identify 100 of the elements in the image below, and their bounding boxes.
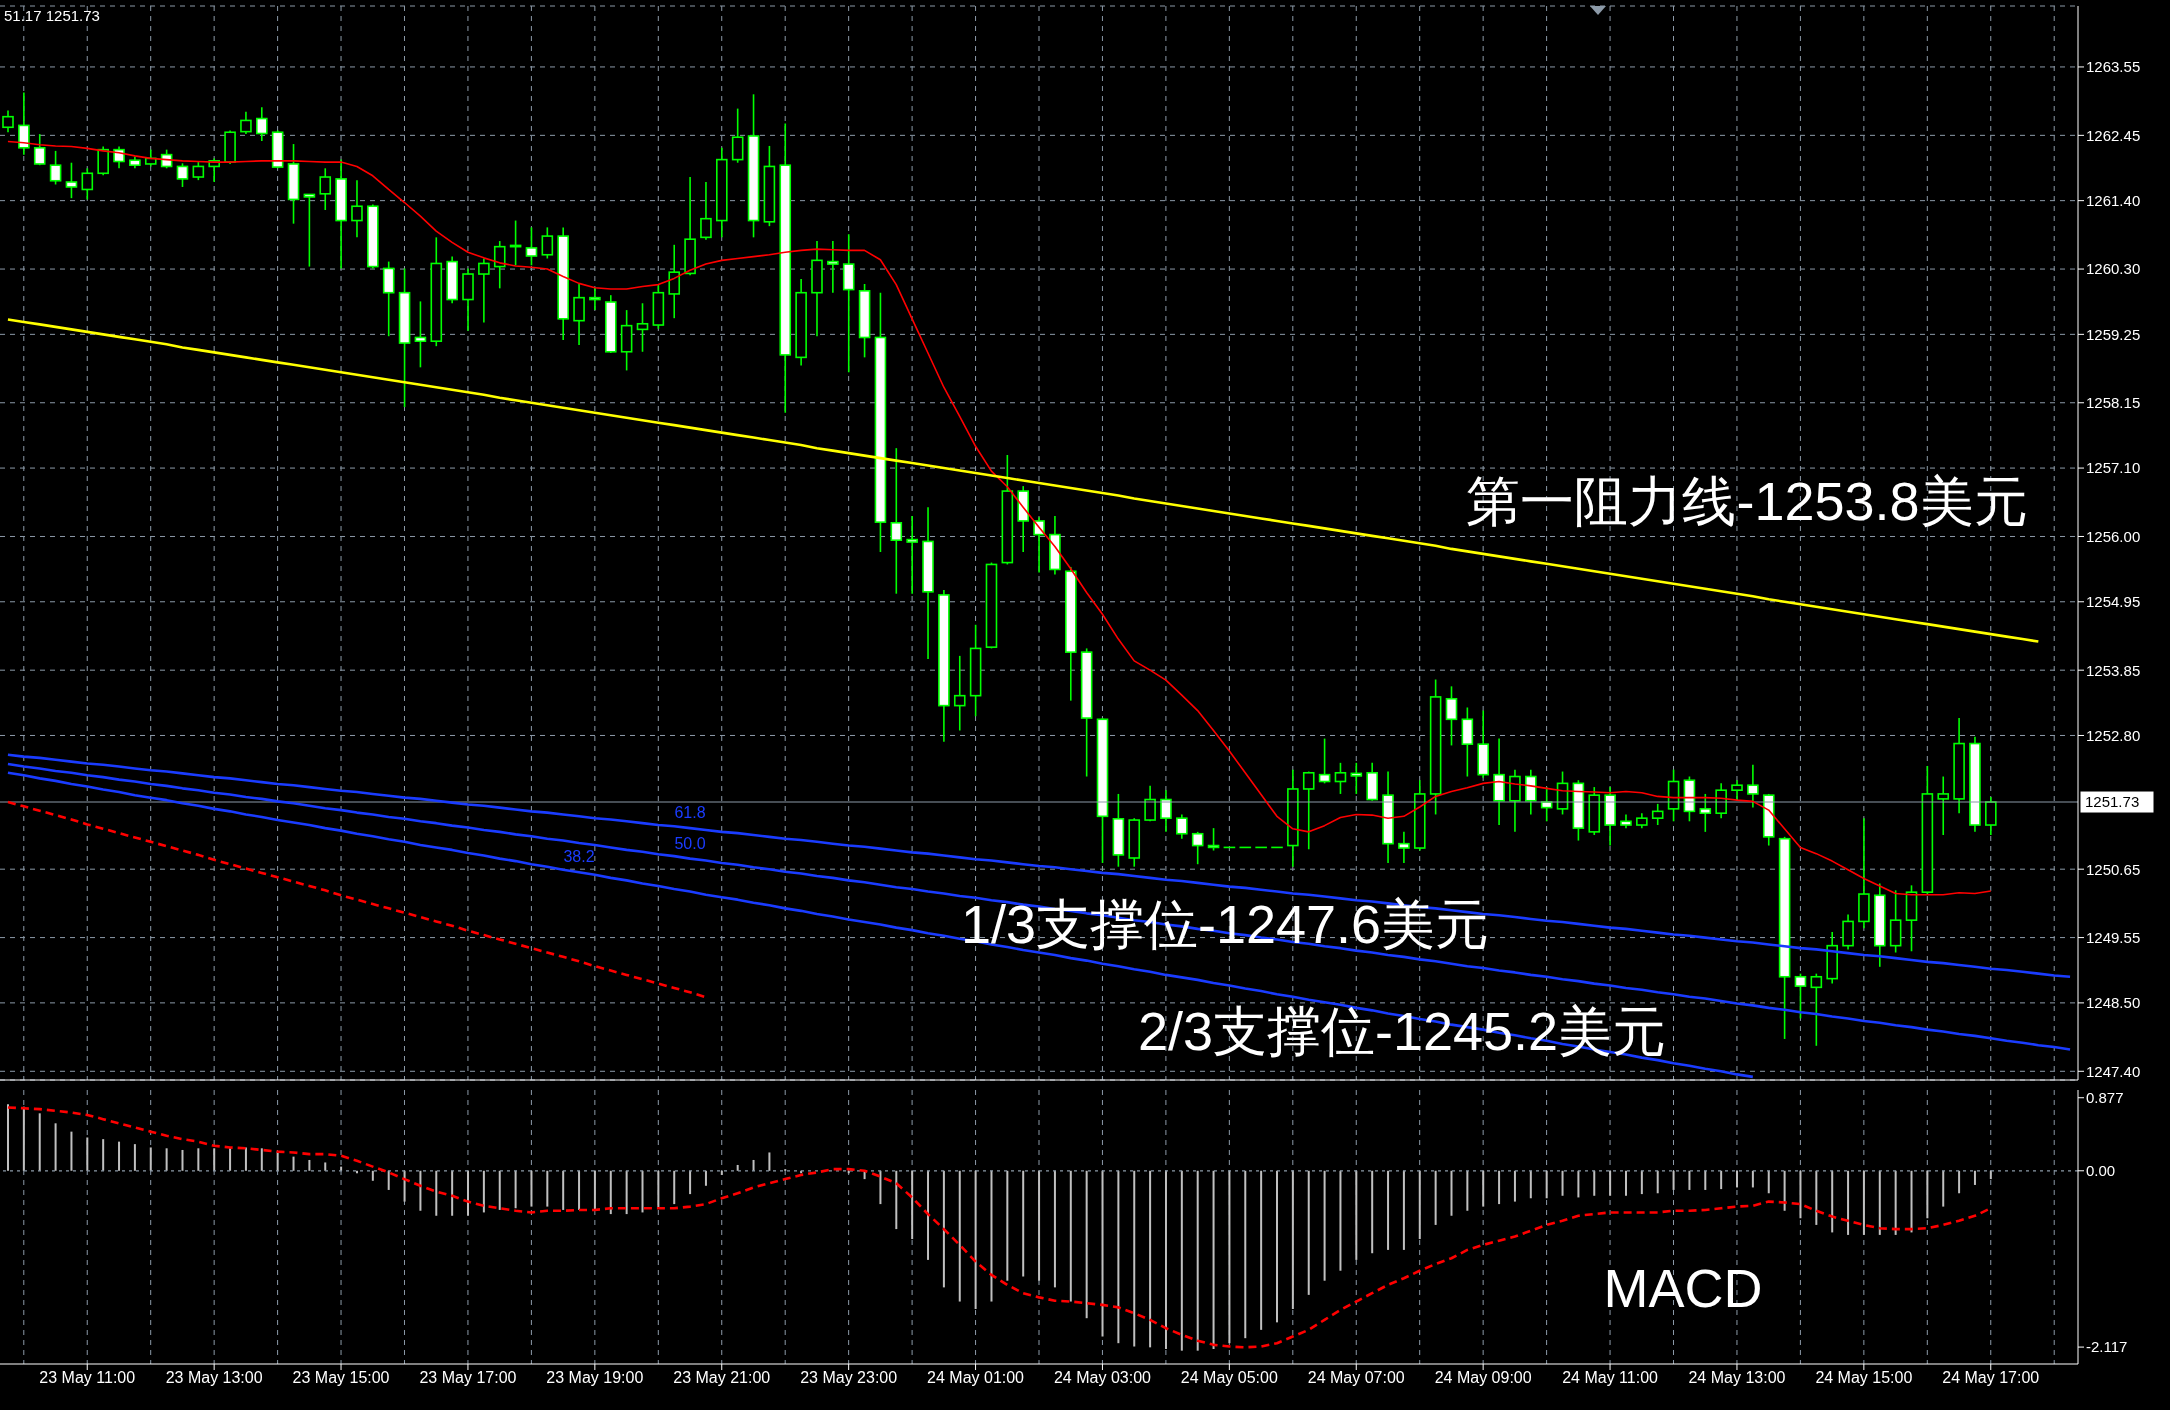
x-tick-label: 24 May 05:00 (1180, 1369, 1278, 1387)
candlestick (1731, 779, 1743, 802)
y-tick-label: -2.117 (2086, 1338, 2128, 1356)
candlestick (478, 257, 490, 324)
y-tick-label: 1248.50 (2086, 994, 2141, 1012)
x-tick-label: 23 May 17:00 (419, 1369, 517, 1387)
line-series (6, 753, 2072, 979)
x-tick-label: 24 May 07:00 (1307, 1369, 1405, 1387)
candlestick (351, 179, 363, 239)
y-tick-label: 1259.25 (2086, 325, 2141, 343)
x-tick-label: 24 May 09:00 (1434, 1369, 1532, 1387)
candlestick (303, 193, 316, 268)
candlestick (953, 655, 966, 732)
bar (197, 1148, 200, 1171)
bar (704, 1170, 707, 1186)
bar (1513, 1170, 1516, 1202)
bar (102, 1139, 105, 1171)
bar (118, 1141, 121, 1171)
bar (451, 1170, 454, 1216)
bar (1133, 1170, 1136, 1347)
series-label: 50.0 (674, 834, 706, 852)
bar (403, 1170, 406, 1202)
bar (1862, 1170, 1865, 1235)
bar (879, 1170, 882, 1205)
bar (165, 1148, 168, 1171)
bar (1085, 1170, 1088, 1319)
bar (1624, 1170, 1627, 1196)
candlestick (1398, 831, 1410, 864)
x-tick-label: 23 May 19:00 (546, 1369, 644, 1387)
bar (1482, 1170, 1485, 1207)
candlestick (890, 447, 903, 595)
bar (70, 1131, 73, 1171)
bar (482, 1170, 485, 1213)
bar (149, 1147, 152, 1171)
candlestick (1318, 737, 1331, 785)
candlestick (1176, 813, 1188, 840)
y-tick-label: 1252.80 (2086, 726, 2141, 744)
candlestick (906, 515, 918, 595)
bar (1402, 1170, 1405, 1250)
bar (229, 1148, 232, 1171)
x-tick-label: 23 May 11:00 (39, 1369, 136, 1387)
candlestick (1350, 762, 1363, 795)
y-tick-label: 1261.40 (2086, 191, 2141, 209)
candlestick (541, 226, 554, 260)
line-series (6, 771, 1755, 1079)
bar (990, 1170, 993, 1302)
bar (1038, 1170, 1041, 1281)
bar (181, 1149, 184, 1171)
candlestick (1302, 770, 1315, 851)
y-tick-label: 1262.45 (2086, 126, 2141, 144)
bar (1371, 1170, 1374, 1254)
candlestick (192, 161, 205, 181)
y-tick-label: 1253.85 (2086, 661, 2141, 679)
bar (974, 1170, 977, 1310)
bar (1323, 1170, 1326, 1281)
bar (1149, 1170, 1152, 1348)
bar (1561, 1170, 1564, 1196)
bar (1704, 1170, 1707, 1190)
bar (1831, 1170, 1834, 1233)
bar (689, 1170, 692, 1195)
candlestick (1810, 972, 1823, 1047)
bar (1212, 1170, 1215, 1350)
bar (942, 1170, 945, 1288)
bar (1529, 1170, 1532, 1199)
y-tick-label: 0.00 (2086, 1162, 2116, 1180)
bar (1989, 1170, 1992, 1180)
bar (387, 1170, 390, 1190)
bar (292, 1156, 295, 1171)
bar (1720, 1170, 1723, 1190)
candlestick (97, 145, 109, 176)
y-tick-label: 0.877 (2086, 1089, 2124, 1107)
series-label: 61.8 (674, 804, 706, 822)
candlestick (668, 244, 681, 319)
x-tick-label: 24 May 01:00 (927, 1369, 1025, 1387)
bar (1355, 1170, 1358, 1260)
y-tick-label: 1254.95 (2086, 593, 2141, 611)
bar (498, 1170, 501, 1210)
bar (768, 1152, 771, 1171)
bar (1847, 1170, 1850, 1235)
y-tick-label: 1260.30 (2086, 260, 2141, 278)
bar (324, 1162, 327, 1171)
x-tick-label: 24 May 13:00 (1688, 1369, 1786, 1387)
annotation: 51.17 1251.73 (4, 7, 100, 24)
candlestick (65, 161, 78, 199)
bar (1894, 1170, 1897, 1235)
candlestick (18, 91, 30, 156)
bar (1053, 1170, 1056, 1288)
bar (1688, 1170, 1691, 1190)
bar (1815, 1170, 1818, 1225)
candlestick (525, 226, 538, 267)
candlestick (1334, 762, 1347, 795)
bar (641, 1170, 644, 1213)
bar (1736, 1170, 1739, 1188)
bar (1434, 1170, 1437, 1225)
bar (7, 1104, 9, 1171)
bar (1196, 1170, 1199, 1351)
candlestick (1699, 793, 1712, 833)
bar (308, 1159, 311, 1171)
candlestick (414, 300, 427, 369)
bar (467, 1170, 470, 1216)
